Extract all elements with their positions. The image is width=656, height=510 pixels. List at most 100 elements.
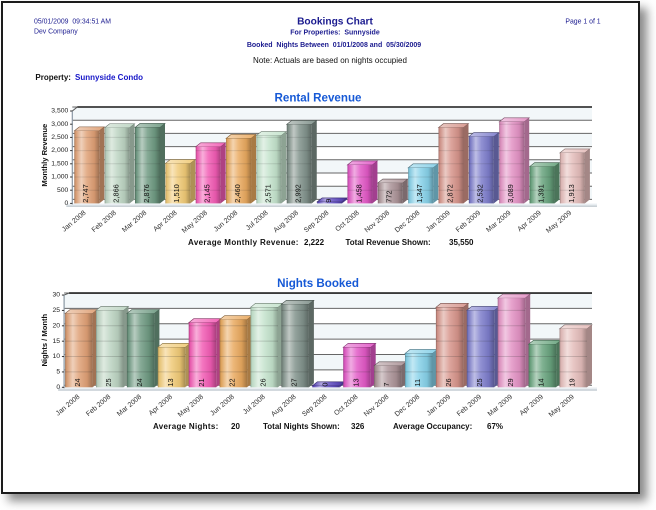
svg-text:May 2009: May 2009 bbox=[545, 210, 573, 235]
svg-text:Jan 2009: Jan 2009 bbox=[426, 394, 453, 418]
svg-text:2,222: 2,222 bbox=[304, 238, 325, 247]
svg-text:Feb 2009: Feb 2009 bbox=[456, 394, 483, 418]
svg-text:Jun 2008: Jun 2008 bbox=[209, 394, 236, 418]
svg-text:2,460: 2,460 bbox=[233, 184, 242, 203]
svg-text:3,500: 3,500 bbox=[51, 108, 68, 115]
svg-text:13: 13 bbox=[166, 378, 175, 386]
svg-text:Sunnyside Condo: Sunnyside Condo bbox=[75, 73, 143, 82]
svg-text:0: 0 bbox=[56, 384, 60, 391]
svg-text:25: 25 bbox=[475, 378, 484, 386]
svg-text:Feb 2009: Feb 2009 bbox=[455, 210, 482, 234]
svg-text:1,500: 1,500 bbox=[51, 160, 68, 167]
svg-text:19: 19 bbox=[568, 378, 577, 386]
svg-text:772: 772 bbox=[385, 190, 394, 202]
svg-text:Dev Company: Dev Company bbox=[34, 29, 78, 36]
svg-text:1,510: 1,510 bbox=[172, 184, 181, 203]
svg-text:26: 26 bbox=[444, 378, 453, 386]
svg-text:Dec 2008: Dec 2008 bbox=[394, 394, 422, 419]
svg-text:1,347: 1,347 bbox=[415, 184, 424, 203]
svg-text:11: 11 bbox=[413, 379, 422, 387]
svg-text:Jan 2008: Jan 2008 bbox=[61, 210, 88, 234]
svg-text:30: 30 bbox=[53, 292, 61, 299]
svg-text:Nights Booked: Nights Booked bbox=[277, 277, 359, 290]
svg-text:15: 15 bbox=[53, 338, 61, 345]
svg-text:Dec 2008: Dec 2008 bbox=[394, 210, 422, 235]
svg-text:25: 25 bbox=[104, 378, 113, 386]
svg-text:5: 5 bbox=[56, 369, 60, 376]
svg-text:3,089: 3,089 bbox=[506, 184, 515, 203]
svg-text:2,500: 2,500 bbox=[51, 134, 68, 141]
svg-text:1,913: 1,913 bbox=[567, 184, 576, 203]
svg-text:05/01/2009 09:34:51 AM: 05/01/2009 09:34:51 AM bbox=[34, 19, 111, 26]
svg-text:24: 24 bbox=[135, 378, 144, 386]
svg-text:May 2008: May 2008 bbox=[181, 210, 209, 235]
svg-text:22: 22 bbox=[228, 378, 237, 386]
svg-text:Oct 2008: Oct 2008 bbox=[333, 394, 359, 418]
svg-text:Oct 2008: Oct 2008 bbox=[334, 210, 360, 234]
svg-text:Apr 2008: Apr 2008 bbox=[152, 210, 178, 234]
svg-text:2,872: 2,872 bbox=[445, 184, 454, 203]
svg-text:2,145: 2,145 bbox=[203, 184, 212, 203]
svg-text:7: 7 bbox=[382, 382, 391, 386]
svg-text:Nights / Month: Nights / Month bbox=[40, 313, 49, 366]
svg-text:3,000: 3,000 bbox=[51, 121, 68, 128]
svg-text:For Properties: Sunnyside: For Properties: Sunnyside bbox=[290, 30, 380, 37]
svg-text:Note: Actuals are based on nig: Note: Actuals are based on nights occupi… bbox=[253, 56, 407, 65]
svg-text:Total Nights Shown:: Total Nights Shown: bbox=[263, 422, 340, 431]
svg-text:Average Nights:: Average Nights: bbox=[153, 422, 219, 431]
svg-text:0: 0 bbox=[65, 200, 69, 207]
svg-text:2,000: 2,000 bbox=[51, 147, 68, 154]
svg-text:14: 14 bbox=[537, 378, 546, 386]
svg-text:1,391: 1,391 bbox=[536, 184, 545, 203]
svg-text:Jan 2008: Jan 2008 bbox=[55, 394, 82, 418]
svg-text:Total Revenue Shown:: Total Revenue Shown: bbox=[346, 238, 431, 247]
svg-text:Mar 2008: Mar 2008 bbox=[116, 394, 143, 418]
svg-text:Sep 2008: Sep 2008 bbox=[301, 394, 329, 419]
svg-text:500: 500 bbox=[57, 187, 69, 194]
svg-text:Property:: Property: bbox=[35, 73, 71, 82]
svg-text:10: 10 bbox=[53, 353, 61, 360]
svg-text:Nov 2008: Nov 2008 bbox=[363, 394, 391, 419]
svg-text:Rental Revenue: Rental Revenue bbox=[275, 92, 363, 105]
svg-text:1,458: 1,458 bbox=[354, 184, 363, 203]
svg-text:Mar 2008: Mar 2008 bbox=[121, 210, 148, 234]
svg-text:Feb 2008: Feb 2008 bbox=[91, 210, 118, 234]
svg-text:Average Monthly Revenue:: Average Monthly Revenue: bbox=[188, 238, 299, 247]
svg-text:2,876: 2,876 bbox=[142, 184, 151, 203]
svg-text:Aug 2008: Aug 2008 bbox=[273, 210, 301, 235]
svg-text:Nov 2008: Nov 2008 bbox=[364, 210, 392, 235]
svg-text:326: 326 bbox=[351, 422, 365, 431]
svg-text:Mar 2009: Mar 2009 bbox=[485, 210, 512, 234]
svg-text:21: 21 bbox=[197, 378, 206, 386]
svg-text:67%: 67% bbox=[487, 422, 503, 431]
svg-text:Jul 2008: Jul 2008 bbox=[245, 210, 270, 232]
svg-text:Apr 2009: Apr 2009 bbox=[519, 394, 545, 418]
svg-text:2,866: 2,866 bbox=[112, 184, 121, 203]
svg-text:Apr 2008: Apr 2008 bbox=[148, 394, 174, 418]
svg-text:Jul 2008: Jul 2008 bbox=[242, 394, 267, 416]
svg-text:Average Occupancy:: Average Occupancy: bbox=[393, 422, 472, 431]
svg-text:0: 0 bbox=[320, 382, 329, 386]
svg-text:Sep 2008: Sep 2008 bbox=[303, 210, 331, 235]
svg-text:24: 24 bbox=[73, 378, 82, 386]
svg-text:Feb 2008: Feb 2008 bbox=[85, 394, 112, 418]
svg-text:13: 13 bbox=[351, 378, 360, 386]
svg-text:20: 20 bbox=[53, 322, 61, 329]
svg-text:Monthly Revenue: Monthly Revenue bbox=[40, 124, 49, 187]
svg-text:May 2009: May 2009 bbox=[548, 394, 576, 419]
svg-text:2,747: 2,747 bbox=[81, 184, 90, 203]
svg-text:Aug 2008: Aug 2008 bbox=[270, 394, 298, 419]
svg-text:2,992: 2,992 bbox=[294, 184, 303, 203]
svg-text:2,532: 2,532 bbox=[476, 184, 485, 203]
svg-text:Mar 2009: Mar 2009 bbox=[487, 394, 514, 418]
svg-text:Page 1 of 1: Page 1 of 1 bbox=[565, 19, 600, 26]
svg-text:Bookings Chart: Bookings Chart bbox=[297, 17, 373, 28]
svg-text:1,000: 1,000 bbox=[51, 174, 68, 181]
svg-text:Booked Nights Between 01/01/: Booked Nights Between 01/01/2008 and 05/… bbox=[247, 42, 421, 49]
svg-text:Jun 2008: Jun 2008 bbox=[213, 210, 240, 234]
svg-text:26: 26 bbox=[259, 378, 268, 386]
svg-text:27: 27 bbox=[290, 378, 299, 386]
svg-text:May 2008: May 2008 bbox=[177, 394, 205, 419]
svg-text:Jan 2009: Jan 2009 bbox=[425, 210, 452, 234]
svg-text:Apr 2009: Apr 2009 bbox=[517, 210, 543, 234]
